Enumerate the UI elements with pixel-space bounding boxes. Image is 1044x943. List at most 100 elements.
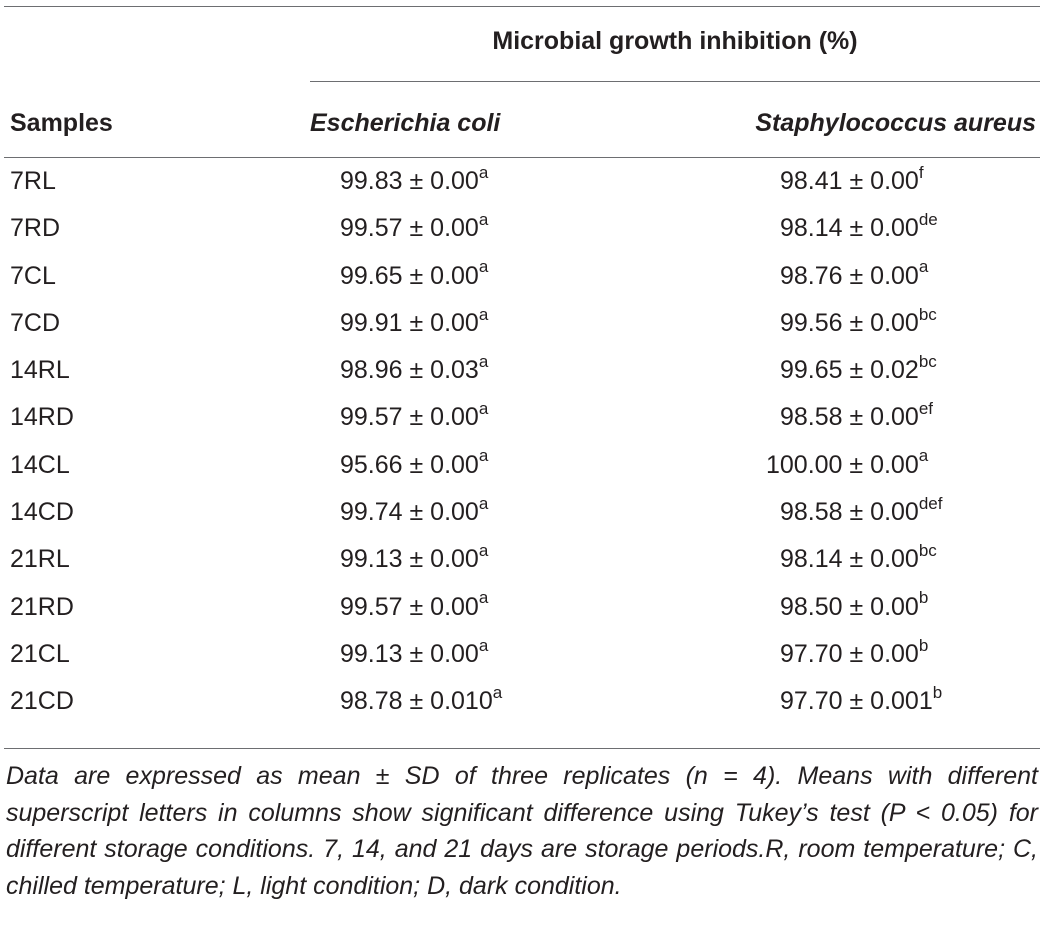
ecoli-cell: 99.57 ± 0.00a <box>340 205 488 252</box>
ecoli-cell: 99.13 ± 0.00a <box>340 536 488 583</box>
sample-cell: 14CL <box>10 450 70 479</box>
group-header: Microbial growth inhibition (%) <box>492 27 858 55</box>
saureus-superscript: de <box>918 209 938 229</box>
saureus-value: 99.65 ± 0.02 <box>780 356 919 385</box>
ecoli-cell: 98.96 ± 0.03a <box>340 347 488 394</box>
ecoli-cell: 99.57 ± 0.00a <box>340 394 488 441</box>
saureus-value: 97.70 ± 0.001 <box>780 687 933 716</box>
column-header-samples: Samples <box>10 109 113 137</box>
table-row: 14CD 99.74 ± 0.00a 98.58 ± 0.00def <box>4 495 1040 548</box>
ecoli-cell: 98.78 ± 0.010a <box>340 678 502 725</box>
table-row: 7RD 99.57 ± 0.00a 98.14 ± 0.00de <box>4 211 1040 264</box>
saureus-value: 98.76 ± 0.00 <box>780 261 919 290</box>
saureus-superscript: b <box>932 682 943 702</box>
ecoli-value: 99.13 ± 0.00 <box>340 639 479 668</box>
saureus-cell: 98.14 ± 0.00bc <box>780 536 937 583</box>
saureus-value: 98.14 ± 0.00 <box>780 214 919 243</box>
ecoli-value: 98.78 ± 0.010 <box>340 687 493 716</box>
saureus-cell: 98.41 ± 0.00f <box>780 158 924 205</box>
saureus-superscript: b <box>918 588 929 608</box>
ecoli-superscript: a <box>478 304 489 324</box>
ecoli-cell: 99.74 ± 0.00a <box>340 489 488 536</box>
saureus-value: 100.00 ± 0.00 <box>766 450 919 479</box>
table-row: 21CL 99.13 ± 0.00a 97.70 ± 0.00b <box>4 637 1040 690</box>
ecoli-value: 99.65 ± 0.00 <box>340 261 479 290</box>
sample-cell: 7CL <box>10 261 56 290</box>
saureus-cell: 98.50 ± 0.00b <box>780 584 928 631</box>
ecoli-value: 95.66 ± 0.00 <box>340 450 479 479</box>
saureus-superscript: bc <box>918 304 937 324</box>
saureus-superscript: a <box>918 257 929 277</box>
table-row: 7CD 99.91 ± 0.00a 99.56 ± 0.00bc <box>4 306 1040 359</box>
saureus-superscript: b <box>918 635 929 655</box>
ecoli-superscript: a <box>478 493 489 513</box>
ecoli-value: 98.96 ± 0.03 <box>340 356 479 385</box>
table-row: 21CD 98.78 ± 0.010a 97.70 ± 0.001b <box>4 684 1040 737</box>
ecoli-value: 99.83 ± 0.00 <box>340 167 479 195</box>
ecoli-cell: 99.57 ± 0.00a <box>340 584 488 631</box>
ecoli-cell: 95.66 ± 0.00a <box>340 442 488 489</box>
ecoli-superscript: a <box>478 162 489 182</box>
column-header-ecoli: Escherichia coli <box>310 109 501 137</box>
ecoli-superscript: a <box>478 588 489 608</box>
ecoli-superscript: a <box>492 682 503 702</box>
saureus-cell: 98.58 ± 0.00def <box>780 489 942 536</box>
ecoli-value: 99.91 ± 0.00 <box>340 308 479 337</box>
ecoli-superscript: a <box>478 399 489 419</box>
ecoli-superscript: a <box>478 541 489 561</box>
sample-cell: 14CD <box>10 498 74 527</box>
table-body: 7RL 99.83 ± 0.00a 98.41 ± 0.00f 7RD 99.5… <box>4 164 1040 738</box>
saureus-superscript: a <box>918 446 929 466</box>
column-header-saureus: Staphylococcus aureus <box>755 109 1036 137</box>
sample-cell: 21CL <box>10 639 70 668</box>
ecoli-value: 99.13 ± 0.00 <box>340 545 479 574</box>
saureus-value: 99.56 ± 0.00 <box>780 308 919 337</box>
ecoli-superscript: a <box>478 446 489 466</box>
top-rule <box>4 6 1040 7</box>
sample-cell: 7CD <box>10 308 61 337</box>
group-header-rule <box>310 81 1040 82</box>
bottom-rule <box>4 748 1040 749</box>
ecoli-superscript: a <box>478 257 489 277</box>
saureus-superscript: bc <box>918 351 937 371</box>
table-row: 14RD 99.57 ± 0.00a 98.58 ± 0.00ef <box>4 400 1040 453</box>
ecoli-value: 99.57 ± 0.00 <box>340 592 479 621</box>
saureus-superscript: ef <box>918 399 934 419</box>
ecoli-value: 99.74 ± 0.00 <box>340 498 479 527</box>
saureus-cell: 99.56 ± 0.00bc <box>780 300 937 347</box>
saureus-cell: 98.14 ± 0.00de <box>780 205 938 252</box>
sample-cell: 21RD <box>10 592 74 621</box>
sample-cell: 14RL <box>10 356 70 385</box>
table-row: 21RD 99.57 ± 0.00a 98.50 ± 0.00b <box>4 589 1040 643</box>
ecoli-cell: 99.13 ± 0.00a <box>340 631 488 678</box>
table-row: 7CL 99.65 ± 0.00a 98.76 ± 0.00a <box>4 258 1040 312</box>
saureus-value: 98.58 ± 0.00 <box>780 498 919 527</box>
saureus-value: 98.41 ± 0.00 <box>780 167 919 195</box>
ecoli-value: 99.57 ± 0.00 <box>340 214 479 243</box>
saureus-value: 98.58 ± 0.00 <box>780 403 919 432</box>
table-row: 14RL 98.96 ± 0.03a 99.65 ± 0.02bc <box>4 353 1040 406</box>
sample-cell: 14RD <box>10 403 74 432</box>
ecoli-cell: 99.83 ± 0.00a <box>340 158 488 205</box>
table-footnote: Data are expressed as mean ± SD of three… <box>6 762 1038 900</box>
saureus-cell: 97.70 ± 0.00b <box>780 631 928 678</box>
table-row: 14CL 95.66 ± 0.00a 100.00 ± 0.00a <box>4 447 1040 501</box>
ecoli-cell: 99.91 ± 0.00a <box>340 300 488 347</box>
table-row: 21RL 99.13 ± 0.00a 98.14 ± 0.00bc <box>4 542 1040 595</box>
ecoli-superscript: a <box>478 635 489 655</box>
saureus-value: 98.50 ± 0.00 <box>780 592 919 621</box>
table-row: 7RL 99.83 ± 0.00a 98.41 ± 0.00f <box>4 164 1040 217</box>
header-rule <box>4 157 1040 158</box>
sample-cell: 21CD <box>10 687 74 716</box>
saureus-value: 97.70 ± 0.00 <box>780 639 919 668</box>
saureus-superscript: def <box>918 493 943 513</box>
sample-cell: 21RL <box>10 545 70 574</box>
saureus-cell: 98.58 ± 0.00ef <box>780 394 933 441</box>
saureus-cell: 99.65 ± 0.02bc <box>780 347 937 394</box>
ecoli-cell: 99.65 ± 0.00a <box>340 253 488 300</box>
sample-cell: 7RD <box>10 214 61 243</box>
ecoli-superscript: a <box>478 351 489 371</box>
saureus-cell: 98.76 ± 0.00a <box>780 253 928 300</box>
saureus-cell: 97.70 ± 0.001b <box>780 678 942 725</box>
saureus-superscript: bc <box>918 541 937 561</box>
